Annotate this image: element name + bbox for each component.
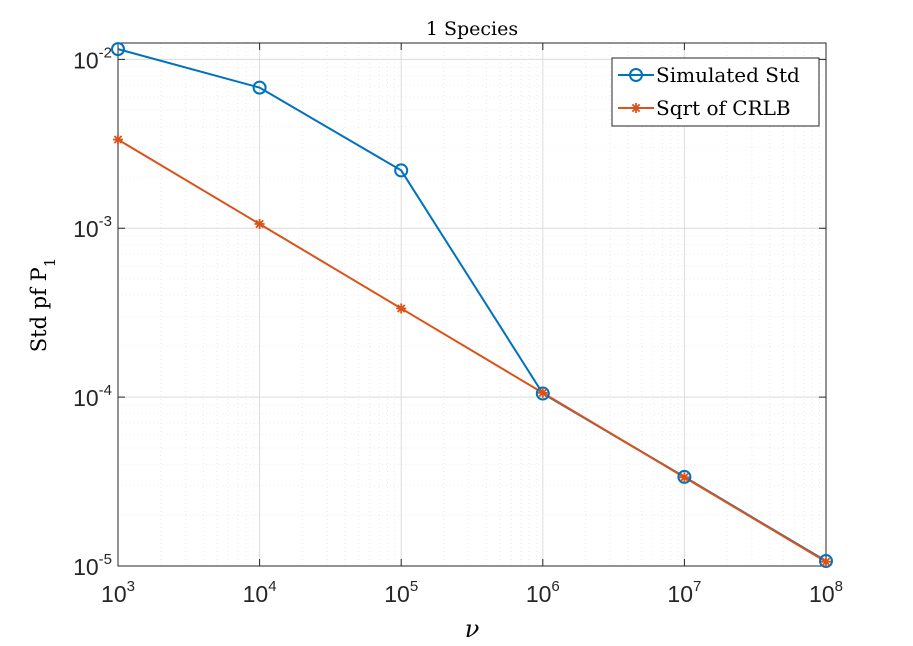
series-markers-simulated-std <box>111 42 833 569</box>
tick-label-base: 10 <box>101 581 127 607</box>
x-axis-label: ν <box>465 615 480 643</box>
tick-label-exponent: -3 <box>99 213 112 230</box>
chart-title: 1 Species <box>426 18 518 40</box>
series-markers-sqrt-of-crlb <box>113 134 831 567</box>
legend-entry-sqrt-of-crlb: Sqrt of CRLB <box>618 96 791 120</box>
data-point-simulated-std <box>111 42 125 57</box>
tick-label-base: 10 <box>73 47 99 73</box>
plot-area-frame <box>117 42 827 567</box>
x-tick-label: 104 <box>243 578 277 607</box>
data-point-simulated-std <box>394 163 409 178</box>
data-point-simulated-std <box>677 469 692 484</box>
tick-label-base: 10 <box>73 216 99 242</box>
y-axis-label: Std pf P1 <box>27 258 59 353</box>
tick-label-exponent: -2 <box>99 44 112 61</box>
tick-label-base: 10 <box>809 581 835 607</box>
legend-marker-sqrt-of-crlb <box>631 103 641 113</box>
x-tick-label: 107 <box>667 578 701 607</box>
tick-label-base: 10 <box>73 554 99 580</box>
x-tick-label: 106 <box>526 578 560 607</box>
tick-label-exponent: -4 <box>99 382 112 399</box>
tick-label-base: 10 <box>243 581 269 607</box>
series-layer <box>111 42 833 569</box>
legend-marker-simulated-std <box>629 68 643 82</box>
data-point-simulated-std <box>819 554 833 569</box>
asterisk-stroke <box>255 219 264 229</box>
asterisk-stroke <box>821 557 831 566</box>
series-line-sqrt-of-crlb <box>117 138 827 563</box>
asterisk-stroke <box>631 103 641 113</box>
legend-entries: Simulated Std Sqrt of CRLB <box>618 63 800 120</box>
tick-label-base: 10 <box>667 581 693 607</box>
y-tick-labels: 10-510-410-310-2 <box>73 44 112 580</box>
asterisk-stroke <box>680 473 689 482</box>
tick-label-exponent: -5 <box>99 551 112 568</box>
legend-label-sqrt-of-crlb: Sqrt of CRLB <box>656 96 791 120</box>
data-point-simulated-std <box>535 386 550 401</box>
tick-label-base: 10 <box>526 581 552 607</box>
legend-box <box>611 57 820 127</box>
x-tick-labels: 103 104 105 106 107 108 <box>101 578 843 607</box>
legend-label-simulated-std: Simulated Std <box>656 63 800 87</box>
data-point-sqrt-of-crlb <box>254 218 265 229</box>
tick-label-exponent: 4 <box>268 578 276 595</box>
y-tick-label: 10-4 <box>73 382 112 411</box>
y-axis-label-subscript: 1 <box>41 258 59 268</box>
x-tick-label: 108 <box>809 578 843 607</box>
data-point-sqrt-of-crlb <box>113 134 123 145</box>
tick-label-exponent: 8 <box>835 578 843 595</box>
asterisk-stroke <box>538 388 548 398</box>
x-tick-label: 105 <box>384 578 418 607</box>
asterisk-stroke <box>113 135 123 144</box>
tick-label-exponent: 6 <box>551 578 559 595</box>
y-tick-label: 10-2 <box>73 44 112 73</box>
tick-label-exponent: 3 <box>127 578 135 595</box>
tick-label-exponent: 7 <box>693 578 701 595</box>
legend: Simulated Std Sqrt of CRLB <box>611 57 820 127</box>
data-point-sqrt-of-crlb <box>821 556 831 567</box>
data-point-simulated-std <box>252 80 267 95</box>
legend-entry-simulated-std: Simulated Std <box>618 63 800 87</box>
y-tick-label: 10-5 <box>73 551 112 580</box>
data-point-sqrt-of-crlb <box>679 472 690 483</box>
tick-label-exponent: 5 <box>410 578 418 595</box>
tick-label-base: 10 <box>73 385 99 411</box>
data-point-sqrt-of-crlb <box>396 303 407 314</box>
data-point-sqrt-of-crlb <box>537 387 548 398</box>
x-tick-label: 103 <box>101 578 135 607</box>
asterisk-stroke <box>396 304 406 313</box>
y-tick-label: 10-3 <box>73 213 112 242</box>
y-axis-label-text: Std pf P <box>27 267 51 352</box>
tick-label-base: 10 <box>384 581 410 607</box>
